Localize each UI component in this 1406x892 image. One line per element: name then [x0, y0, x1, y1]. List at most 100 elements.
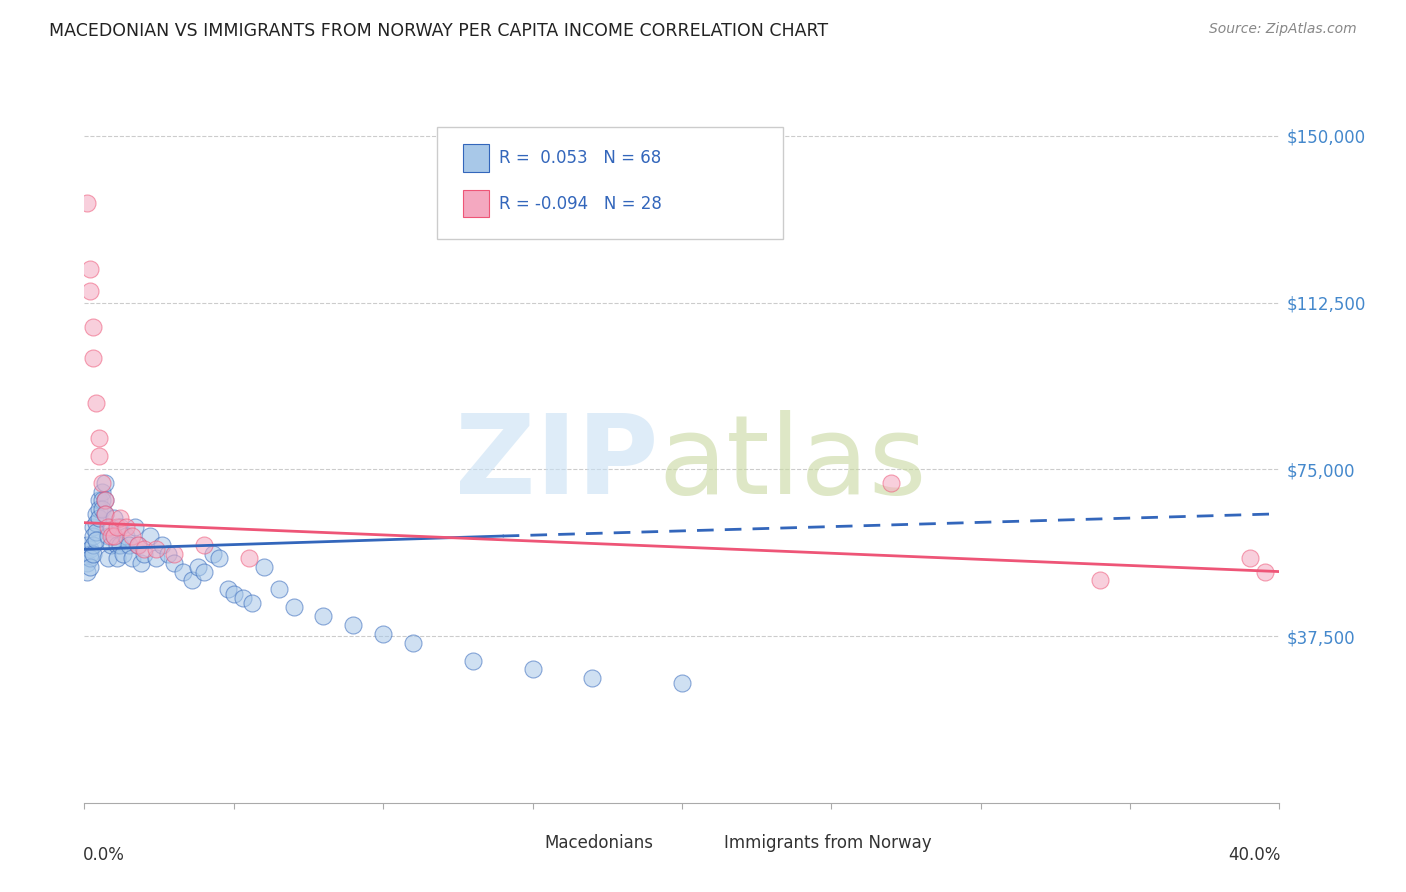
Text: 0.0%: 0.0% — [83, 847, 125, 864]
Point — [82, 538, 104, 552]
Text: R =  0.053   N = 68: R = 0.053 N = 68 — [499, 149, 661, 167]
Text: MACEDONIAN VS IMMIGRANTS FROM NORWAY PER CAPITA INCOME CORRELATION CHART: MACEDONIAN VS IMMIGRANTS FROM NORWAY PER… — [49, 22, 828, 40]
Point — [115, 529, 138, 543]
Point — [79, 560, 101, 574]
Point — [145, 542, 167, 557]
Point — [86, 524, 108, 539]
Text: Macedonians: Macedonians — [544, 833, 654, 852]
Point — [76, 565, 98, 579]
Point — [132, 542, 156, 557]
Point — [193, 565, 215, 579]
Point — [172, 565, 194, 579]
Point — [581, 671, 603, 685]
Point — [253, 560, 276, 574]
Point — [115, 520, 138, 534]
Text: 40.0%: 40.0% — [1229, 847, 1281, 864]
Point — [112, 547, 135, 561]
Point — [217, 582, 239, 597]
Point — [100, 529, 122, 543]
Point — [105, 538, 128, 552]
Point — [150, 538, 173, 552]
Point — [91, 502, 114, 516]
Point — [157, 547, 180, 561]
FancyBboxPatch shape — [437, 128, 783, 239]
Point — [89, 449, 111, 463]
Point — [103, 529, 125, 543]
Point — [312, 609, 335, 624]
Point — [110, 538, 132, 552]
Point — [79, 262, 101, 277]
Point — [240, 596, 263, 610]
Point — [1239, 551, 1261, 566]
FancyBboxPatch shape — [463, 145, 489, 171]
Point — [1253, 565, 1275, 579]
Text: R = -0.094   N = 28: R = -0.094 N = 28 — [499, 194, 662, 212]
Point — [201, 547, 224, 561]
Point — [139, 529, 162, 543]
FancyBboxPatch shape — [688, 831, 714, 854]
Point — [82, 320, 104, 334]
Point — [100, 520, 122, 534]
Point — [82, 529, 104, 543]
Point — [208, 551, 231, 566]
Point — [671, 675, 693, 690]
Point — [193, 538, 215, 552]
Text: ZIP: ZIP — [454, 409, 658, 516]
Point — [124, 520, 146, 534]
Point — [267, 582, 290, 597]
Point — [163, 556, 186, 570]
Point — [76, 556, 98, 570]
Point — [89, 511, 111, 525]
Point — [82, 520, 104, 534]
Point — [187, 560, 209, 574]
Point — [100, 538, 122, 552]
Point — [121, 551, 143, 566]
Point — [342, 618, 364, 632]
Text: Immigrants from Norway: Immigrants from Norway — [724, 833, 931, 852]
Point — [129, 556, 152, 570]
Point — [163, 547, 186, 561]
Point — [118, 538, 141, 552]
Point — [97, 520, 120, 534]
Point — [79, 542, 101, 557]
Point — [103, 511, 125, 525]
Point — [79, 547, 101, 561]
Point — [103, 529, 125, 543]
Point — [94, 493, 117, 508]
Point — [181, 574, 204, 588]
Point — [222, 587, 245, 601]
Point — [91, 493, 114, 508]
Point — [105, 520, 128, 534]
Point — [105, 551, 128, 566]
Point — [86, 395, 108, 409]
Point — [373, 627, 395, 641]
Point — [238, 551, 260, 566]
Point — [79, 285, 101, 299]
Text: Source: ZipAtlas.com: Source: ZipAtlas.com — [1209, 22, 1357, 37]
Point — [110, 511, 132, 525]
Point — [94, 507, 117, 521]
Point — [86, 516, 108, 530]
Point — [127, 538, 149, 552]
Point — [880, 475, 903, 490]
Point — [79, 551, 101, 566]
Point — [91, 484, 114, 499]
Point — [461, 653, 484, 667]
Point — [97, 551, 120, 566]
Point — [86, 533, 108, 548]
FancyBboxPatch shape — [463, 190, 489, 218]
Point — [127, 538, 149, 552]
Point — [94, 493, 117, 508]
Point — [522, 662, 544, 676]
Point — [91, 475, 114, 490]
Point — [1090, 574, 1112, 588]
Point — [232, 591, 254, 606]
Point — [145, 551, 167, 566]
Point — [110, 520, 132, 534]
Point — [82, 351, 104, 366]
Point — [76, 538, 98, 552]
Point — [132, 547, 156, 561]
Point — [89, 502, 111, 516]
Point — [94, 507, 117, 521]
Point — [76, 195, 98, 210]
